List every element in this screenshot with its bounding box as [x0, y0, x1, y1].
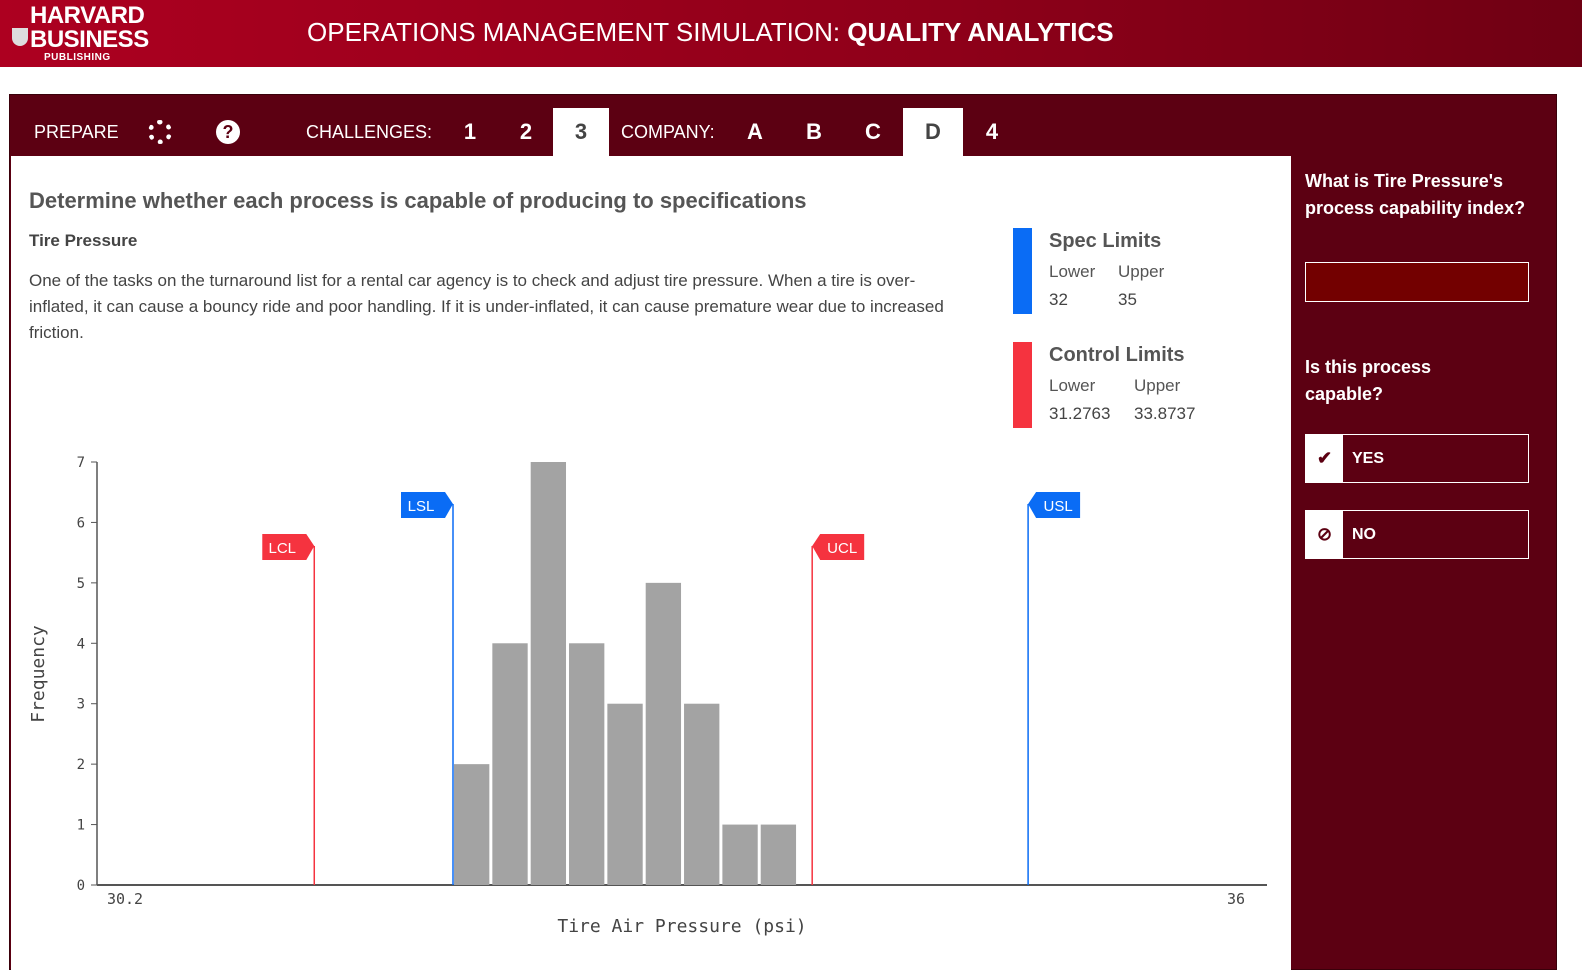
tab-company-a[interactable]: A — [747, 119, 763, 144]
histogram-bar — [492, 643, 528, 885]
limit-label: LCL — [269, 540, 297, 557]
question-sidebar: What is Tire Pressure's process capabili… — [1291, 156, 1557, 971]
tab-company-d[interactable]: D — [903, 108, 963, 156]
histogram-chart: 0 1 2 3 4 5 6 7 30.2 36 Tire Air Pressure (psi) Fre… — [28, 455, 1267, 937]
shield-icon — [12, 28, 28, 46]
app-header: HARVARD BUSINESS PUBLISHING OPERATIONS M… — [0, 0, 1582, 67]
capability-question: What is Tire Pressure's process capabili… — [1305, 171, 1526, 218]
y-tick-label: 5 — [77, 576, 85, 592]
tab-prepare[interactable]: PREPARE — [34, 121, 119, 142]
y-tick-label: 2 — [77, 757, 85, 773]
y-tick-label: 4 — [77, 636, 85, 652]
page-title: Determine whether each process is capabl… — [29, 188, 807, 213]
histogram-bar — [607, 703, 643, 885]
tab-challenge-1[interactable]: 1 — [463, 119, 477, 144]
histogram-bar — [722, 824, 758, 885]
control-limits-legend: Control Limits Lower Upper 31.2763 33.87… — [1013, 342, 1273, 428]
y-tick-label: 0 — [77, 878, 85, 894]
spec-upper-value: 35 — [1118, 290, 1137, 309]
histogram-bar — [645, 582, 682, 885]
limit-flag-usl — [1028, 492, 1081, 518]
process-description: One of the tasks on the turnaround list … — [29, 271, 944, 342]
x-axis-label: Tire Air Pressure (psi) — [557, 916, 806, 937]
spec-limits-legend: Spec Limits Lower Upper 32 35 — [1013, 228, 1273, 314]
spec-lower-value: 32 — [1049, 290, 1068, 309]
y-axis-label: Frequency — [28, 625, 49, 723]
y-tick-label: 7 — [77, 455, 85, 471]
lifebuoy-icon[interactable] — [148, 108, 172, 156]
simulation-panel: PREPARE ? CHALLENGES: 1 2 3 COMPANY: A B… — [9, 94, 1557, 971]
ban-icon: ⊘ — [1306, 511, 1343, 558]
capability-index-input[interactable] — [1305, 262, 1529, 302]
limit-label: LSL — [408, 498, 435, 515]
y-tick-label: 3 — [77, 697, 85, 713]
limit-label: UCL — [827, 540, 857, 557]
y-tick-label: 1 — [77, 818, 85, 834]
limit-flag-ucl — [812, 534, 865, 560]
tab-company-c[interactable]: C — [865, 119, 881, 144]
histogram-bar — [760, 824, 797, 885]
y-tick-label: 6 — [77, 515, 85, 531]
control-lower-value: 31.2763 — [1049, 404, 1111, 423]
limit-label: USL — [1044, 498, 1073, 515]
tab-4[interactable]: 4 — [985, 119, 999, 144]
histogram-bar — [684, 703, 720, 885]
tab-challenge-3[interactable]: 3 — [553, 108, 609, 156]
x-tick-label: 36 — [1227, 890, 1245, 908]
limit-flag-lcl — [262, 534, 315, 560]
histogram-bar — [530, 462, 567, 885]
x-tick-label: 30.2 — [107, 890, 143, 908]
help-icon[interactable]: ? — [216, 108, 240, 156]
capable-question: Is this process capable? — [1305, 357, 1432, 404]
histogram-bar — [569, 643, 605, 885]
tab-challenge-2[interactable]: 2 — [519, 119, 533, 144]
company-label: COMPANY: — [621, 121, 715, 142]
yes-button[interactable]: ✔ YES — [1305, 434, 1529, 483]
control-upper-value: 33.8737 — [1134, 404, 1196, 423]
main-content: Determine whether each process is capabl… — [11, 156, 1291, 971]
no-button[interactable]: ⊘ NO — [1305, 510, 1529, 559]
spec-color-bar — [1013, 228, 1032, 314]
histogram-bar — [454, 764, 490, 885]
app-title: OPERATIONS MANAGEMENT SIMULATION: QUALIT… — [307, 17, 1114, 47]
process-name: Tire Pressure — [29, 231, 138, 250]
control-color-bar — [1013, 342, 1032, 428]
check-icon: ✔ — [1306, 435, 1343, 482]
hbp-logo: HARVARD BUSINESS PUBLISHING — [12, 4, 149, 63]
tab-company-b[interactable]: B — [806, 119, 822, 144]
limit-flag-lsl — [401, 492, 453, 518]
challenges-label: CHALLENGES: — [306, 121, 433, 142]
